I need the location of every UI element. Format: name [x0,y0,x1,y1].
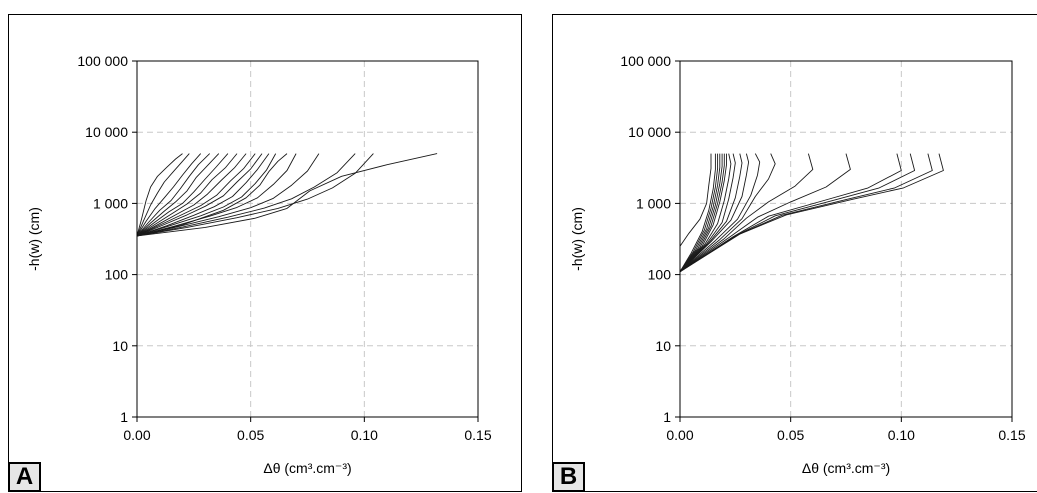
y-tick-label: 100 [105,267,129,283]
x-tick-label: 0.05 [237,427,264,443]
series-line-b-0 [679,153,716,272]
series-line-b-12 [679,153,814,273]
y-tick-label: 1 000 [93,195,128,211]
y-tick-label: 10 [655,338,671,354]
plot-area-border [679,60,1013,418]
series-line-a-16 [136,153,438,237]
x-tick-label: 0.10 [888,427,915,443]
series-line-a-10 [136,153,270,237]
chart-b-svg: 0.00 0.05 0.10 0.15 1 10 100 1 000 10 000 100 000… [569,53,1026,476]
y-axis-title: -h(w) (cm) [569,207,585,271]
x-axis-title: Δθ (cm³.cm⁻³) [263,460,351,476]
series-line-b-13 [679,153,851,273]
series-line-a-5 [136,153,229,237]
series-line-b-5 [679,153,727,272]
series-line-b-6 [679,153,732,273]
series-line-a-3 [136,153,211,237]
y-tick-label: 1 [120,409,128,425]
chart-panel-b: 0.00 0.05 0.10 0.15 1 10 100 1 000 10 000 100 000… [552,14,1037,492]
y-tick-label: 100 000 [77,53,128,69]
series-line-a-2 [136,153,202,237]
series-line-a-13 [136,153,320,237]
series-line-a-14 [136,153,356,237]
series-line-b-7 [679,153,736,273]
series-line-a-17 [136,153,288,237]
y-tick-label: 10 000 [628,124,671,140]
plot-area-border [136,60,479,418]
y-axis-title: -h(w) (cm) [26,207,42,271]
series-line-a-4 [136,153,220,237]
chart-a-svg: 0.00 0.05 0.10 0.15 1 10 100 1 000 10 000 100 000… [26,53,492,476]
series-line-b-2 [679,153,721,272]
series-line-a-8 [136,153,256,237]
series-line-b-1 [679,153,719,272]
y-tick-label: 10 [112,338,128,354]
series-line-a-9 [136,153,263,237]
series-line-a-7 [136,153,247,237]
x-axis-title: Δθ (cm³.cm⁻³) [802,460,890,476]
x-tick-label: 0.15 [464,427,491,443]
series-line-b-3 [679,153,723,272]
y-tick-label: 1 000 [636,195,671,211]
series-line-a-0 [136,153,183,237]
panel-label-a: A [8,462,41,492]
series-line-b-8 [679,153,743,273]
panel-label-b: B [552,462,585,492]
series-line-b-11 [679,153,776,273]
y-tick-label: 10 000 [85,124,128,140]
series-line-b-10 [679,153,761,273]
y-tick-label: 100 000 [620,53,671,69]
x-tick-label: 0.00 [666,427,693,443]
series-line-b-9 [679,153,750,273]
series-line-b-17 [679,153,944,273]
y-tick-label: 100 [648,267,672,283]
x-tick-label: 0.00 [123,427,150,443]
x-tick-label: 0.15 [998,427,1025,443]
series-line-a-12 [136,153,297,237]
y-tick-label: 1 [663,409,671,425]
x-tick-label: 0.10 [351,427,378,443]
chart-panel-a: 0.00 0.05 0.10 0.15 1 10 100 1 000 10 000 100 000… [8,14,522,492]
series-line-b-16 [679,153,933,273]
series-line-b-4 [679,153,725,272]
x-tick-label: 0.05 [777,427,804,443]
series-line-a-6 [136,153,238,237]
series-line-a-1 [136,153,190,237]
series-line-a-11 [136,153,277,237]
series-line-b-18 [679,153,712,247]
